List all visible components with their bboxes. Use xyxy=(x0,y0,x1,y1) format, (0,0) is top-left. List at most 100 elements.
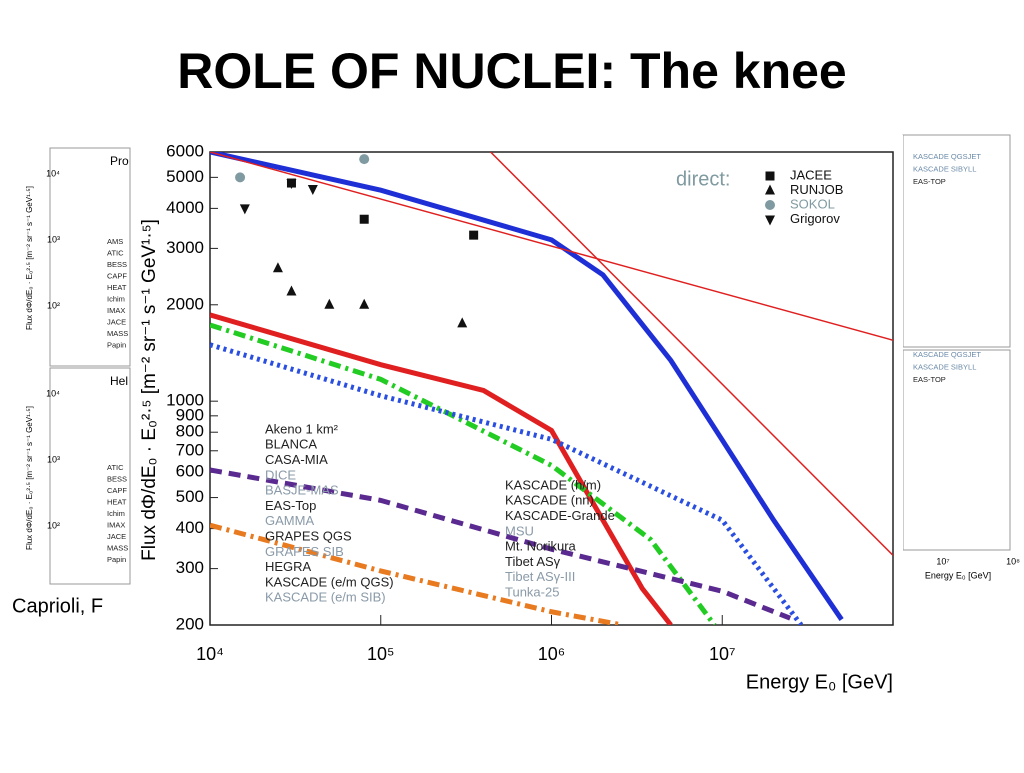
y-tick-label: 2000 xyxy=(166,294,204,313)
panel-tick-label: 10⁴ xyxy=(46,168,60,178)
panel-tick-label: 10⁸ xyxy=(1006,556,1020,566)
panel-legend: CAPF xyxy=(107,486,127,495)
curve xyxy=(210,152,893,341)
point xyxy=(307,184,318,195)
panel-legend: MASS xyxy=(107,543,128,552)
panel-label: Hel xyxy=(110,374,128,388)
y-tick-label: 6000 xyxy=(166,141,204,160)
legend-entry: KASCADE (nn) xyxy=(505,493,594,508)
panel-axis-label: Energy E₀ [GeV] xyxy=(925,570,991,580)
panel-tick-label: 10⁷ xyxy=(936,556,949,566)
y-axis-label: Flux dΦ/dE₀ · E₀²·⁵ [m⁻² sr⁻¹ s⁻¹ GeV¹·⁵… xyxy=(139,219,160,561)
panel-legend: BESS xyxy=(107,474,127,483)
panel-axis-label: Flux dΦ/dE₀ · E₀²·⁵ [m⁻² sr⁻¹ s⁻¹ GeV¹·⁵… xyxy=(25,186,34,330)
panel-legend: ATIC xyxy=(107,463,124,472)
panel-legend: HEAT xyxy=(107,283,127,292)
legend-entry: RUNJOB xyxy=(790,182,843,197)
legend-entry: CASA-MIA xyxy=(265,452,328,467)
legend-entry: Tibet ASγ-III xyxy=(505,569,575,584)
legend-entry: Tunka-25 xyxy=(505,585,559,600)
citation: Caprioli, F xyxy=(12,595,103,617)
x-axis-label: Energy E₀ [GeV] xyxy=(746,671,893,693)
y-tick-label: 400 xyxy=(176,518,204,537)
legend-entry: KASCADE (h/m) xyxy=(505,477,601,492)
y-tick-label: 4000 xyxy=(166,198,204,217)
y-tick-label: 200 xyxy=(176,614,204,633)
slide-title: ROLE OF NUCLEI: The knee xyxy=(177,43,847,99)
legend-entry: DICE xyxy=(265,467,296,482)
y-tick-label: 500 xyxy=(176,487,204,506)
legend-entry: GRAPES QGS xyxy=(265,529,352,544)
panel-legend: EAS-TOP xyxy=(913,375,946,384)
panel-legend: KASCADE SIBYLL xyxy=(913,164,976,173)
panel-legend: AMS xyxy=(107,237,123,246)
panel-legend: MASS xyxy=(107,329,128,338)
legend-entry: Tibet ASγ xyxy=(505,554,561,569)
legend-entry: KASCADE (e/m QGS) xyxy=(265,574,394,589)
y-tick-label: 800 xyxy=(176,422,204,441)
panel-legend: KASCADE QGSJET xyxy=(913,152,981,161)
panel-legend: IMAX xyxy=(107,520,125,529)
y-tick-label: 300 xyxy=(176,558,204,577)
legend-marker xyxy=(765,215,775,226)
legend-marker xyxy=(765,171,775,181)
panel-axis-label: Flux dΦ/dE₀ · E₀²·⁵ [m⁻² sr⁻¹ s⁻¹ GeV¹·⁵… xyxy=(25,406,34,550)
panel-legend: JACE xyxy=(107,317,126,326)
curve xyxy=(490,152,893,556)
y-tick-label: 3000 xyxy=(166,238,204,257)
panel-legend: ATIC xyxy=(107,248,124,257)
legend-entry: Akeno 1 km² xyxy=(265,421,339,436)
legend-entry: MSU xyxy=(505,523,534,538)
y-tick-label: 600 xyxy=(176,462,204,481)
panel-legend: Papin xyxy=(107,340,126,349)
point xyxy=(239,204,250,215)
curve xyxy=(210,467,792,621)
point xyxy=(359,298,370,309)
x-tick-label: 10⁴ xyxy=(196,644,224,664)
panel-tick-label: 10³ xyxy=(47,234,60,244)
y-tick-label: 5000 xyxy=(166,167,204,186)
x-tick-label: 10⁶ xyxy=(538,644,565,664)
panel-legend: Ichim xyxy=(107,509,125,518)
curve xyxy=(210,152,844,621)
legend-marker xyxy=(765,184,775,195)
point xyxy=(235,172,246,183)
legend-entry: Mt. Norikura xyxy=(505,539,577,554)
panel-legend: IMAX xyxy=(107,306,125,315)
panel-frame xyxy=(49,147,131,367)
y-tick-label: 900 xyxy=(176,405,204,424)
x-tick-label: 10⁷ xyxy=(709,644,736,664)
panel-legend: Papin xyxy=(107,555,126,564)
point xyxy=(286,285,297,296)
panel-frame xyxy=(49,367,131,585)
legend-entry: Grigorov xyxy=(790,211,840,226)
panel-legend: KASCADE QGSJET xyxy=(913,350,981,359)
point xyxy=(469,230,479,240)
legend-entry: KASCADE (e/m SIB) xyxy=(265,590,386,605)
panel-legend: EAS-TOP xyxy=(913,177,946,186)
legend-entry: EAS-Top xyxy=(265,498,316,513)
point xyxy=(286,179,297,190)
panel-legend: CAPF xyxy=(107,271,127,280)
legend-entry: GRAPES SIB xyxy=(265,544,344,559)
panel-tick-label: 10² xyxy=(47,300,60,310)
panel-legend: JACE xyxy=(107,532,126,541)
point xyxy=(272,262,283,273)
legend-entry: HEGRA xyxy=(265,559,312,574)
legend-marker xyxy=(765,200,775,210)
legend-entry: BLANCA xyxy=(265,437,317,452)
panel-legend: KASCADE SIBYLL xyxy=(913,362,976,371)
panel-legend: BESS xyxy=(107,260,127,269)
point xyxy=(457,317,468,328)
panel-legend: Ichim xyxy=(107,294,125,303)
x-tick-label: 10⁵ xyxy=(367,644,394,664)
legend-entry: JACEE xyxy=(790,167,832,182)
legend-title: direct: xyxy=(676,168,730,190)
y-tick-label: 700 xyxy=(176,440,204,459)
legend-entry: GAMMA xyxy=(265,513,314,528)
panel-tick-label: 10³ xyxy=(47,454,60,464)
curve xyxy=(210,312,673,625)
plot-area xyxy=(210,152,893,625)
panel-label: Pro xyxy=(110,154,129,168)
